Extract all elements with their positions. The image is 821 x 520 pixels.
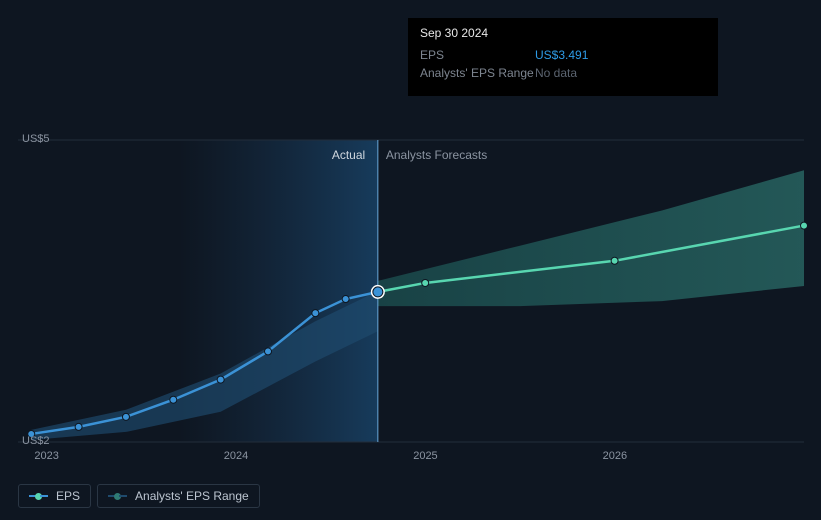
legend-item-range[interactable]: Analysts' EPS Range: [97, 484, 260, 508]
y-axis-tick: US$5: [22, 133, 50, 145]
legend-item-eps[interactable]: EPS: [18, 484, 91, 508]
x-axis-tick: 2024: [224, 450, 248, 462]
legend-swatch-icon: [29, 493, 48, 500]
tooltip-row: EPS US$3.491: [420, 46, 706, 64]
x-axis-tick: 2023: [34, 450, 58, 462]
tooltip-value: US$3.491: [535, 46, 588, 64]
tooltip-date: Sep 30 2024: [420, 26, 706, 40]
chart-tooltip: Sep 30 2024 EPS US$3.491 Analysts' EPS R…: [408, 18, 718, 96]
legend-line-right: [40, 495, 48, 497]
y-axis-tick: US$2: [22, 435, 50, 447]
legend-swatch-icon: [108, 493, 127, 500]
legend-label: Analysts' EPS Range: [135, 489, 249, 503]
x-axis-tick: 2025: [413, 450, 437, 462]
legend-label: EPS: [56, 489, 80, 503]
legend-line-right: [119, 495, 127, 497]
tooltip-value: No data: [535, 64, 577, 82]
x-axis-tick: 2026: [603, 450, 627, 462]
tooltip-label: Analysts' EPS Range: [420, 64, 535, 82]
tooltip-label: EPS: [420, 46, 535, 64]
eps-chart: Sep 30 2024 EPS US$3.491 Analysts' EPS R…: [0, 0, 821, 520]
tooltip-row: Analysts' EPS Range No data: [420, 64, 706, 82]
chart-legend: EPS Analysts' EPS Range: [18, 484, 260, 508]
region-label-actual: Actual: [332, 148, 365, 162]
region-label-forecast: Analysts Forecasts: [386, 148, 487, 162]
